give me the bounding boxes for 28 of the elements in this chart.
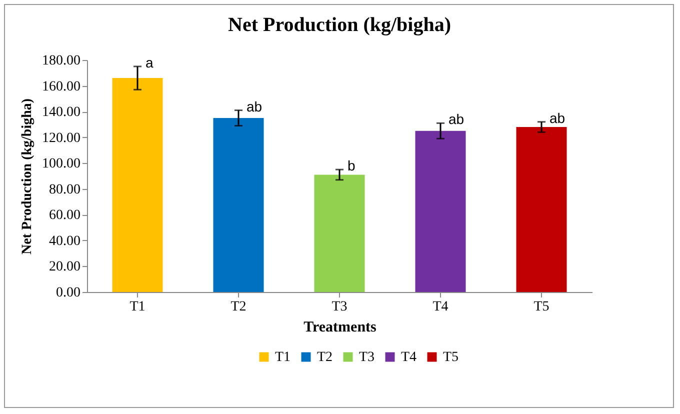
y-tick-label: 180.00 [42,54,80,68]
annotation: b [348,158,356,174]
y-tick-label: 60.00 [49,208,80,224]
legend-label: T1 [275,350,291,365]
y-tick-label: 40.00 [49,234,80,249]
x-tick-label: T3 [332,300,348,314]
legend-label: T4 [401,350,417,365]
annotation: ab [448,111,464,128]
chart-title: Net Production (kg/bigha) [228,14,451,36]
y-axis-title: Net Production (kg/bigha) [20,98,35,255]
x-tick-label: T5 [534,300,550,314]
y-tick-label: 0.00 [56,286,80,300]
y-tick-label: 160.00 [42,79,80,94]
y-tick-label: 120.00 [42,130,80,146]
legend-label: T5 [443,350,459,365]
y-tick-label: 100.00 [42,156,80,172]
annotation: a [146,54,154,70]
x-tick-label: T1 [130,300,146,314]
x-tick-label: T2 [230,300,246,314]
x-tick-label: T4 [432,300,448,314]
annotation: ab [246,98,262,114]
y-tick-label: 20.00 [49,260,80,275]
annotation: ab [550,110,566,126]
legend-label: T3 [359,350,375,365]
y-tick-label: 140.00 [42,105,80,120]
x-axis-title: Treatments [304,320,377,336]
y-tick-label: 80.00 [49,182,80,198]
legend-label: T2 [317,350,333,365]
